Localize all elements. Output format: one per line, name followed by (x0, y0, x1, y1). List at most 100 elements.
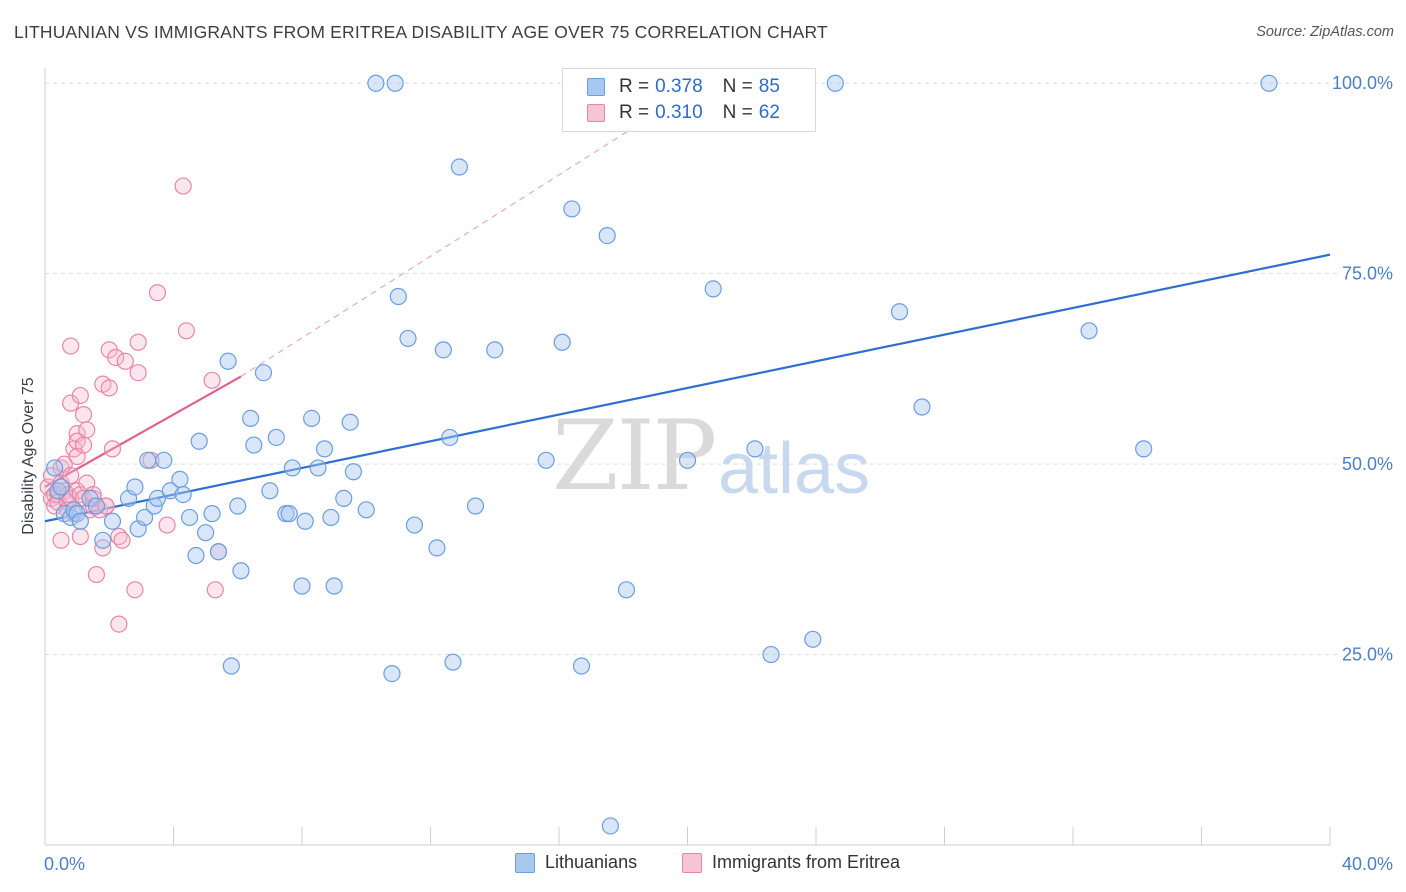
eritrea-point (74, 436, 93, 454)
eritrea-point (129, 364, 147, 382)
lithuanian-point (367, 74, 385, 92)
y-tick-label: 75.0% (1342, 264, 1393, 284)
eritrea-point (116, 352, 134, 370)
bottom-legend-label-lithuanians: Lithuanians (545, 852, 638, 872)
lithuanian-point (315, 440, 334, 458)
bottom-legend-swatch-blue (515, 852, 535, 873)
lithuanian-point (704, 280, 722, 298)
lithuanian-point (344, 463, 362, 481)
eritrea-point (206, 581, 224, 599)
lithuanian-point (309, 459, 327, 477)
lithuanian-point (601, 817, 620, 835)
y-tick-label: 25.0% (1342, 645, 1393, 665)
lithuanian-point (174, 485, 192, 504)
lithuanian-point (428, 539, 446, 557)
y-axis-title: Disability Age Over 75 (20, 377, 37, 535)
y-tick-label: 100.0% (1332, 73, 1393, 93)
lithuanian-point (197, 524, 215, 542)
eritrea-trend-extension (240, 82, 704, 378)
lithuanian-point (450, 158, 469, 176)
lithuanian-point (219, 352, 237, 370)
legend-n-value: 85 (758, 76, 780, 97)
lithuanian-point (203, 505, 221, 523)
eritrea-point (174, 177, 192, 195)
lithuanian-point (341, 413, 359, 431)
lithuanian-point (187, 546, 205, 565)
lithuanian-point (209, 543, 228, 561)
watermark-zip: ZIP (552, 400, 717, 512)
lithuanian-point (553, 333, 571, 351)
bottom-legend-eritrea[interactable]: Immigrants from Eritrea (682, 852, 900, 873)
lithuanian-point (293, 577, 311, 595)
legend-n-label: N = (722, 102, 753, 123)
lithuanian-point (245, 436, 263, 454)
lithuanian-point (222, 657, 240, 675)
eritrea-point (203, 371, 221, 389)
eritrea-point (74, 406, 93, 424)
lithuanians-trend-line (44, 253, 1331, 523)
eritrea-point (78, 421, 96, 439)
lithuanian-point (890, 303, 909, 321)
eritrea-point (110, 615, 128, 633)
legend-swatch-blue (587, 78, 605, 96)
lithuanian-point (322, 508, 340, 527)
eritrea-point (177, 322, 195, 340)
eritrea-point (158, 516, 176, 534)
eritrea-point (129, 333, 147, 351)
lithuanian-point (267, 428, 285, 447)
lithuanian-point (444, 653, 462, 671)
lithuanian-point (135, 508, 154, 527)
lithuanian-point (171, 470, 189, 488)
bottom-legend-lithuanians[interactable]: Lithuanians (515, 852, 637, 873)
lithuanian-point (434, 341, 452, 359)
legend-swatch-pink (587, 104, 605, 122)
lithuanian-point (126, 478, 144, 496)
source-label: Source: ZipAtlas.com (1256, 24, 1394, 40)
eritrea-point (126, 581, 144, 599)
lithuanian-point (229, 497, 247, 515)
eritrea-point (52, 531, 70, 549)
legend-r-label: R = (619, 102, 650, 123)
legend: R = 0.378 N = 85 R = 0.310 N = 62 (562, 68, 816, 132)
eritrea-point (113, 531, 131, 549)
lithuanian-point (335, 489, 353, 507)
lithuanian-point (405, 516, 424, 534)
bottom-legend: Lithuanians Immigrants from Eritrea (0, 852, 1406, 878)
lithuanian-point (180, 508, 199, 527)
series-eritrea-points (39, 177, 228, 633)
lithuanian-point (826, 74, 844, 92)
lithuanian-point (441, 428, 459, 447)
lithuanian-point (537, 451, 555, 469)
bottom-legend-swatch-pink (682, 852, 702, 873)
lithuanian-point (598, 226, 616, 245)
legend-r-value: 0.378 (655, 76, 703, 97)
eritrea-point (71, 386, 89, 405)
lithuanian-point (563, 200, 581, 218)
lithuanian-point (190, 432, 208, 450)
lithuanian-point (103, 512, 122, 530)
lithuanian-point (913, 398, 931, 416)
eritrea-point (62, 337, 80, 355)
lithuanian-point (466, 497, 485, 515)
lithuanian-point (283, 459, 301, 477)
eritrea-point (97, 497, 115, 515)
lithuanian-point (242, 409, 260, 428)
eritrea-point (148, 284, 167, 302)
lithuanian-point (1080, 322, 1098, 340)
lithuanian-point (71, 512, 89, 530)
axis-layer (44, 68, 1331, 846)
x-tick-label: 0.0% (44, 854, 85, 874)
trend-layer (44, 82, 1331, 523)
lithuanian-point (617, 581, 636, 599)
series-lithuanians-points (46, 74, 1278, 835)
lithuanian-point (261, 482, 279, 500)
bottom-legend-label-eritrea: Immigrants from Eritrea (712, 852, 901, 872)
lithuanian-point (325, 577, 343, 595)
legend-n-label: N = (722, 76, 753, 97)
lithuanian-point (254, 364, 273, 382)
legend-row-eritrea: R = 0.310 N = 62 (587, 101, 780, 125)
watermark-atlas: atlas (718, 429, 871, 509)
lithuanian-point (1135, 440, 1153, 458)
chart-title: LITHUANIAN VS IMMIGRANTS FROM ERITREA DI… (14, 22, 828, 42)
